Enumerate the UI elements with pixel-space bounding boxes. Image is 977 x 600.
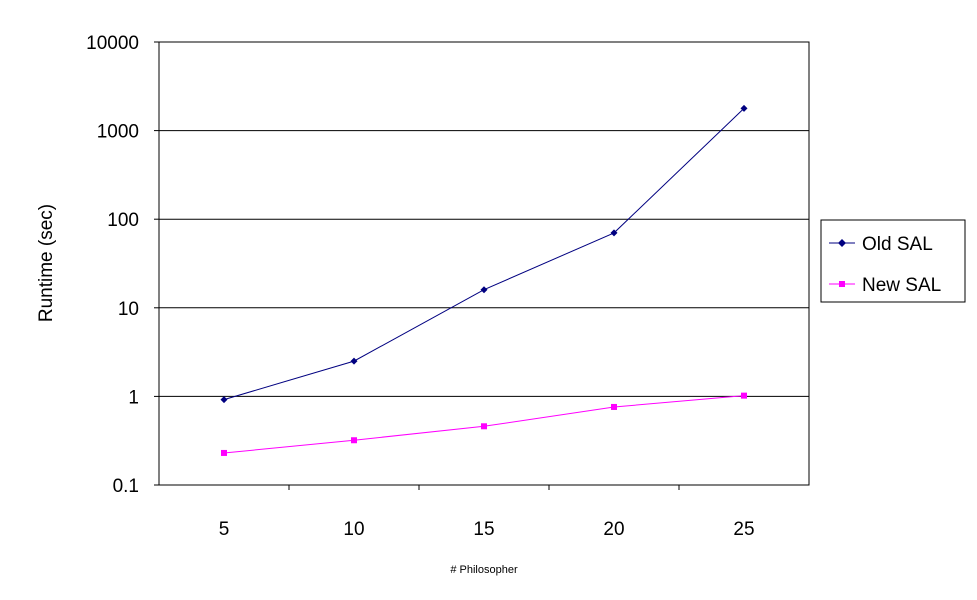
x-axis-label: # Philosopher bbox=[450, 564, 518, 576]
legend-box bbox=[820, 219, 966, 303]
data-point-old-sal bbox=[740, 104, 748, 112]
gridlines bbox=[159, 130, 809, 397]
legend: Old SAL New SAL bbox=[820, 219, 966, 303]
legend-label-old-sal: Old SAL bbox=[862, 234, 933, 255]
y-axis-ticks: 0.1 1 10 100 1000 10000 bbox=[86, 33, 159, 497]
legend-label-new-sal: New SAL bbox=[862, 275, 941, 296]
series-group bbox=[220, 104, 748, 456]
y-tick-label: 1000 bbox=[97, 122, 139, 143]
data-point-old-sal bbox=[350, 357, 358, 365]
x-tick-label: 25 bbox=[733, 519, 754, 540]
plot-area bbox=[158, 41, 810, 486]
y-tick-label: 0.1 bbox=[113, 476, 139, 497]
y-tick-label: 10000 bbox=[86, 33, 139, 54]
y-tick-label: 1 bbox=[128, 387, 139, 408]
x-tick-label: 5 bbox=[219, 519, 230, 540]
data-point-old-sal bbox=[610, 229, 618, 237]
data-point-new-sal bbox=[221, 449, 227, 456]
data-point-new-sal bbox=[481, 423, 487, 430]
x-tick-label: 20 bbox=[603, 519, 624, 540]
data-point-old-sal bbox=[220, 396, 228, 404]
data-point-new-sal bbox=[741, 392, 747, 399]
data-point-new-sal bbox=[351, 437, 357, 444]
legend-marker-new-sal bbox=[839, 281, 845, 287]
y-tick-label: 100 bbox=[107, 210, 139, 231]
data-point-old-sal bbox=[480, 286, 488, 294]
x-axis-ticks: 5 10 15 20 25 bbox=[219, 485, 755, 540]
data-point-new-sal bbox=[611, 403, 617, 410]
x-tick-label: 10 bbox=[343, 519, 364, 540]
y-tick-label: 10 bbox=[118, 299, 139, 320]
x-tick-label: 15 bbox=[473, 519, 494, 540]
legend-marker-old-sal bbox=[838, 239, 846, 247]
y-axis-label: Runtime (sec) bbox=[36, 204, 57, 322]
